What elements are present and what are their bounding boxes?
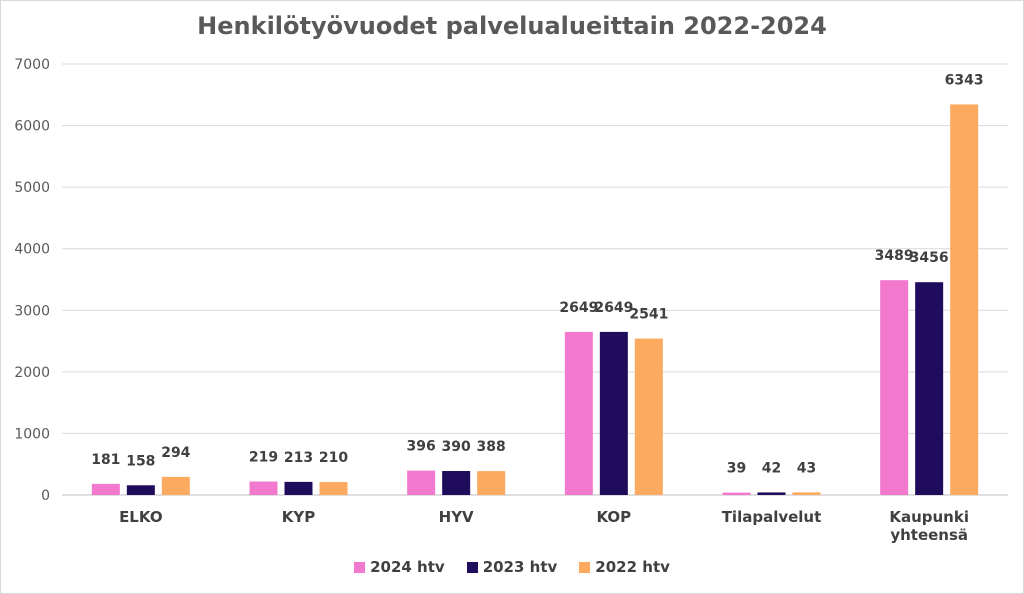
bar <box>161 476 190 495</box>
bar <box>319 482 348 495</box>
bar <box>284 481 313 495</box>
data-label: 43 <box>797 460 816 476</box>
y-tick-label: 0 <box>41 488 50 504</box>
legend-label-2022: 2022 htv <box>595 558 670 576</box>
x-tick-label: HYV <box>439 508 474 526</box>
data-label: 158 <box>126 453 155 469</box>
legend-swatch-2023 <box>466 561 478 573</box>
legend-label-2024: 2024 htv <box>370 558 445 576</box>
data-label: 213 <box>284 450 313 466</box>
x-tick-label: Kaupunki <box>889 508 969 526</box>
data-label: 3489 <box>875 248 914 264</box>
chart-title: Henkilötyövuodet palvelualueittain 2022-… <box>197 12 827 40</box>
bar <box>91 483 120 495</box>
legend-item-2024: 2024 htv <box>354 558 445 576</box>
data-label: 388 <box>477 439 506 455</box>
bar <box>599 331 628 495</box>
y-tick-label: 7000 <box>14 57 50 73</box>
bar <box>722 492 751 495</box>
y-tick-label: 4000 <box>14 242 50 258</box>
data-label: 2649 <box>559 300 598 316</box>
y-tick-label: 3000 <box>14 303 50 319</box>
bar <box>249 481 278 495</box>
bar <box>880 280 909 495</box>
data-label: 390 <box>442 439 471 455</box>
bar <box>634 338 663 495</box>
legend-item-2022: 2022 htv <box>579 558 670 576</box>
bar <box>407 470 436 495</box>
x-tick-label: ELKO <box>119 508 163 526</box>
data-label: 210 <box>319 450 348 466</box>
y-tick-label: 5000 <box>14 180 50 196</box>
x-tick-label: yhteensä <box>890 526 968 544</box>
y-tick-label: 1000 <box>14 426 50 442</box>
data-label: 2649 <box>594 300 633 316</box>
y-tick-label: 6000 <box>14 119 50 135</box>
bar <box>792 492 821 495</box>
data-label: 396 <box>407 439 436 455</box>
legend: 2024 htv 2023 htv 2022 htv <box>0 558 1024 576</box>
x-tick-label: KOP <box>596 508 631 526</box>
y-tick-label: 2000 <box>14 365 50 381</box>
legend-swatch-2024 <box>354 561 366 573</box>
data-label: 3456 <box>910 250 949 266</box>
bar <box>126 485 155 495</box>
data-label: 181 <box>91 452 120 468</box>
data-label: 294 <box>161 445 190 461</box>
bar <box>442 470 471 495</box>
data-label: 42 <box>762 460 781 476</box>
data-label: 219 <box>249 450 278 466</box>
data-label: 39 <box>727 461 746 477</box>
legend-item-2023: 2023 htv <box>466 558 558 576</box>
bar <box>564 331 593 495</box>
bar <box>757 492 786 495</box>
bar <box>915 282 944 495</box>
x-tick-label: Tilapalvelut <box>722 508 822 526</box>
bar <box>950 104 979 496</box>
bar <box>477 471 506 495</box>
x-tick-label: KYP <box>282 508 315 526</box>
data-label: 6343 <box>945 72 984 88</box>
legend-label-2023: 2023 htv <box>482 558 558 576</box>
data-label: 2541 <box>629 307 668 323</box>
legend-swatch-2022 <box>579 561 591 573</box>
